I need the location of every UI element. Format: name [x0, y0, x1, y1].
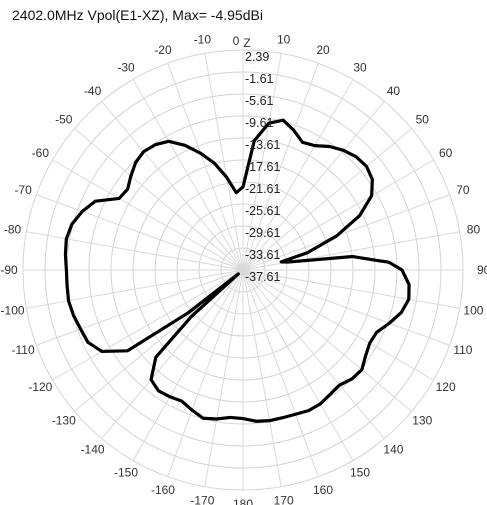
angle-tick-label: 110 [453, 343, 472, 357]
radial-tick-label: -1.61 [245, 72, 274, 86]
angle-tick-label: 130 [412, 413, 432, 427]
angle-tick-label: -160 [151, 483, 175, 497]
angle-tick-label: 160 [313, 483, 333, 497]
radial-tick-label: -21.61 [245, 182, 280, 196]
radial-tick-label: -33.61 [245, 248, 280, 262]
zero-axis-label: Z [243, 36, 250, 50]
grid-spoke [242, 128, 412, 271]
grid-spoke [242, 269, 450, 346]
radial-labels: 2.39 -1.61 -5.61 -9.61 -13.61 -17.61 -21.61 -25… [245, 50, 280, 284]
grid-spoke [242, 269, 319, 477]
grid-spoke [242, 269, 354, 461]
radial-tick-label: -25.61 [245, 204, 280, 218]
grid-spoke [242, 53, 282, 271]
grid-spoke [52, 159, 244, 271]
angle-tick-label: 40 [387, 84, 401, 98]
grid-spoke [74, 128, 244, 271]
grid-spoke [242, 269, 385, 439]
radial-tick-label: -29.61 [245, 226, 280, 240]
grid-spoke [242, 159, 434, 271]
angle-tick-label: -30 [117, 60, 135, 74]
angle-tick-label: -80 [4, 222, 22, 236]
angle-tick-label: 100 [463, 304, 483, 318]
grid-spoke [204, 53, 244, 271]
grid-spoke [132, 79, 244, 271]
grid-spoke [101, 269, 244, 439]
angle-tick-label: 170 [274, 493, 294, 505]
grid-spoke [26, 269, 244, 309]
angle-tick-label: 0 [233, 34, 240, 48]
angle-tick-label: -50 [55, 113, 73, 127]
grid-spoke [101, 101, 244, 271]
angle-tick-label: 150 [350, 466, 370, 480]
radial-tick-label: -37.61 [245, 270, 280, 284]
angle-tick-label: -110 [12, 343, 35, 357]
grid-spoke [242, 101, 385, 271]
radial-tick-label: -13.61 [245, 138, 280, 152]
angle-tick-label: 70 [456, 183, 470, 197]
angle-tick-label: -10 [194, 33, 212, 47]
grid-spoke [204, 269, 244, 487]
grid-spoke [242, 269, 412, 412]
grid-spoke [242, 63, 319, 271]
grid-spoke [242, 269, 460, 309]
angle-tick-label: 30 [353, 60, 367, 74]
grid-spoke [242, 194, 450, 271]
grid-spokes [23, 50, 463, 490]
grid-spoke [52, 269, 244, 381]
radial-tick-label: -5.61 [245, 94, 274, 108]
angle-tick-label: -60 [32, 146, 50, 160]
grid-spoke [26, 231, 244, 271]
grid-spoke [242, 269, 434, 381]
radial-tick-label: -9.61 [245, 116, 274, 130]
angle-tick-label: 90, X [477, 263, 487, 277]
angle-tick-label: -100 [1, 304, 25, 318]
angle-tick-label: 50 [416, 113, 430, 127]
grid-spoke [36, 194, 244, 271]
angle-tick-label: 140 [383, 442, 403, 456]
angle-tick-label: -20 [154, 43, 172, 57]
grid-spoke [36, 269, 244, 346]
angle-tick-label: 10 [277, 33, 291, 47]
angle-tick-label: 180 [233, 497, 253, 505]
angle-tick-label: -90 [0, 263, 18, 277]
pattern-layer [63, 118, 411, 423]
angle-tick-label: -130 [52, 413, 76, 427]
radial-tick-label: -17.61 [245, 160, 280, 174]
angle-tick-label: 120 [436, 380, 456, 394]
grid-spoke [242, 269, 282, 487]
angle-tick-label: -70 [14, 183, 32, 197]
angle-tick-label: -120 [28, 380, 52, 394]
angle-tick-label: 60 [439, 146, 453, 160]
grid-spoke [242, 231, 460, 271]
pattern-trace [63, 118, 411, 423]
angle-labels: 0 10 20 30 40 50 60 70 80 90, X 100 110 120 130 140 150… [0, 33, 487, 505]
grid-spoke [167, 63, 244, 271]
grid-spoke [132, 269, 244, 461]
chart-title: 2402.0MHz Vpol(E1-XZ), Max= -4.95dBi [12, 7, 263, 23]
grid-spoke [167, 269, 244, 477]
radial-tick-label: 2.39 [245, 50, 269, 64]
angle-tick-label: -140 [81, 442, 105, 456]
angle-tick-label: -170 [190, 493, 214, 505]
angle-tick-label: 80 [467, 222, 481, 236]
angle-tick-label: -150 [114, 466, 138, 480]
angle-tick-label: 20 [316, 43, 330, 57]
grid-spoke [242, 79, 354, 271]
angle-tick-label: -40 [84, 84, 102, 98]
